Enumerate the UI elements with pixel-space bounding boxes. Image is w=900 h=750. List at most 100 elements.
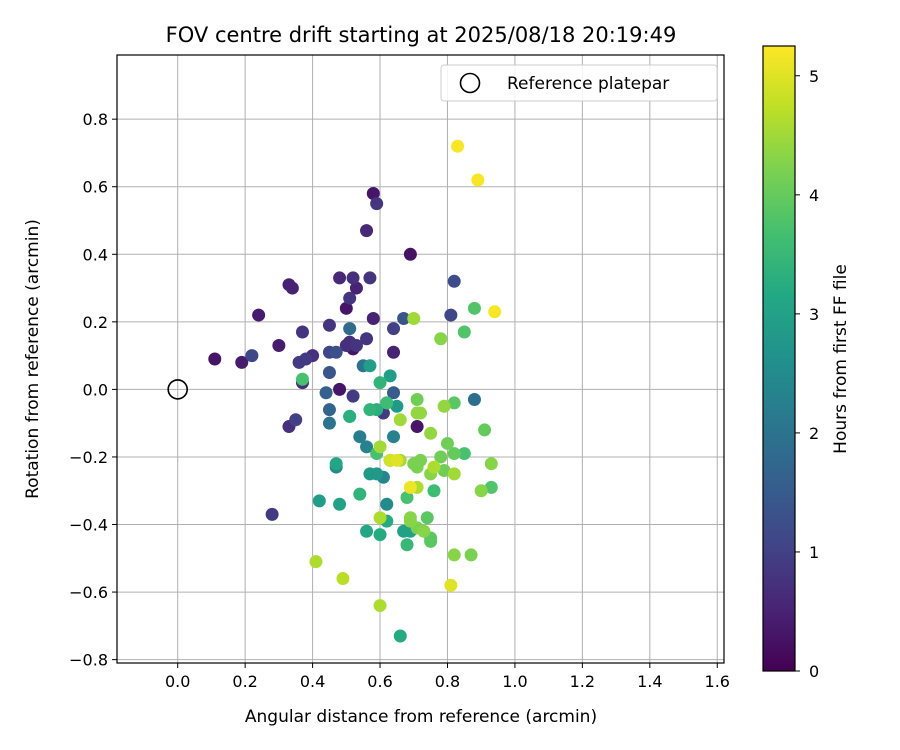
data-point (447, 396, 461, 410)
data-point (295, 325, 309, 339)
x-tick-label: 0.8 (435, 672, 460, 691)
data-point (457, 325, 471, 339)
data-point (447, 447, 461, 461)
data-point (393, 413, 407, 427)
x-axis-label: Angular distance from reference (arcmin) (245, 707, 597, 727)
data-point (339, 338, 353, 352)
y-tick-label: −0.2 (69, 448, 108, 467)
data-point (414, 453, 427, 467)
data-point (420, 511, 434, 525)
data-point (252, 308, 266, 322)
x-tick-label: 0.6 (367, 672, 392, 691)
data-point (349, 281, 363, 295)
data-point (333, 497, 347, 511)
x-tick-label: 0.2 (232, 672, 257, 691)
y-tick-label: 0.2 (83, 313, 108, 332)
data-point (397, 311, 411, 325)
data-point (373, 528, 387, 542)
reference-platepar-marker (167, 379, 188, 400)
y-tick-label: −0.4 (69, 516, 108, 535)
colorbar-tick-label: 0 (809, 662, 819, 681)
data-point (464, 548, 478, 562)
legend-box (440, 64, 718, 102)
data-point (380, 396, 394, 410)
x-tick-label: 0.4 (300, 672, 325, 691)
data-point (457, 447, 471, 461)
data-point (309, 555, 323, 569)
data-point (447, 467, 461, 481)
data-point (272, 338, 286, 352)
data-point (400, 538, 414, 552)
data-point (363, 403, 377, 417)
data-point (208, 352, 222, 366)
data-point (322, 318, 336, 332)
data-point (353, 487, 367, 501)
data-point (403, 247, 417, 261)
y-tick-label: −0.8 (69, 651, 108, 670)
data-point (336, 572, 350, 586)
data-point (370, 467, 384, 481)
colorbar-tick-label: 5 (809, 67, 819, 86)
data-point (407, 311, 421, 325)
data-point (434, 332, 448, 346)
colorbar-tick-label: 3 (809, 305, 819, 324)
data-point (387, 430, 401, 444)
data-point (265, 507, 279, 521)
data-point (393, 629, 407, 643)
data-point (373, 376, 387, 390)
data-point (333, 382, 347, 396)
data-point (434, 450, 448, 464)
data-point (437, 463, 451, 477)
data-point (447, 548, 461, 562)
data-point (390, 399, 404, 413)
data-point (387, 345, 401, 359)
data-point (235, 355, 249, 369)
data-point (403, 511, 417, 525)
data-point (400, 490, 414, 504)
data-point (440, 436, 454, 450)
data-point (329, 345, 343, 359)
colorbar-label: Hours from first FF file (831, 264, 851, 454)
data-point (387, 322, 401, 336)
data-point (349, 338, 363, 352)
y-axis-label: Rotation from reference (arcmin) (23, 219, 43, 499)
data-points (208, 139, 502, 643)
data-point (329, 457, 343, 471)
grid (117, 55, 724, 663)
data-point (289, 413, 303, 427)
data-point (343, 409, 357, 423)
y-tick-label: −0.6 (69, 583, 108, 602)
legend: Reference platepar (440, 64, 718, 102)
y-tick-label: 0.6 (83, 178, 108, 197)
data-point (414, 406, 427, 420)
data-point (363, 271, 377, 285)
data-point (319, 386, 333, 400)
x-tick-label: 1.0 (502, 672, 527, 691)
data-point (292, 355, 306, 369)
x-tick-label: 1.6 (705, 672, 730, 691)
data-point (360, 440, 374, 454)
data-point (427, 484, 441, 498)
plot-area: 0.0 0.2 0.4 0.6 0.8 1.0 1.2 1.4 1.6 −0.8 −0.6 −0.4 −… (69, 54, 730, 691)
data-point (447, 274, 461, 288)
data-point (366, 186, 380, 200)
data-point (360, 224, 374, 238)
data-point (467, 301, 481, 315)
data-point (346, 271, 360, 285)
y-tick-label: 0.4 (83, 245, 108, 264)
colorbar-tick-label: 1 (809, 543, 819, 562)
data-point (471, 173, 485, 187)
x-tick-label: 1.4 (637, 672, 662, 691)
chart-title: FOV centre drift starting at 2025/08/18 … (166, 23, 677, 47)
data-point (478, 423, 492, 437)
data-point (390, 453, 404, 467)
y-tick-label: 0.0 (83, 380, 108, 399)
data-point (403, 480, 417, 494)
data-point (383, 369, 397, 383)
data-point (312, 494, 326, 508)
data-point (410, 393, 424, 407)
data-point (363, 359, 377, 373)
data-point (444, 308, 458, 322)
